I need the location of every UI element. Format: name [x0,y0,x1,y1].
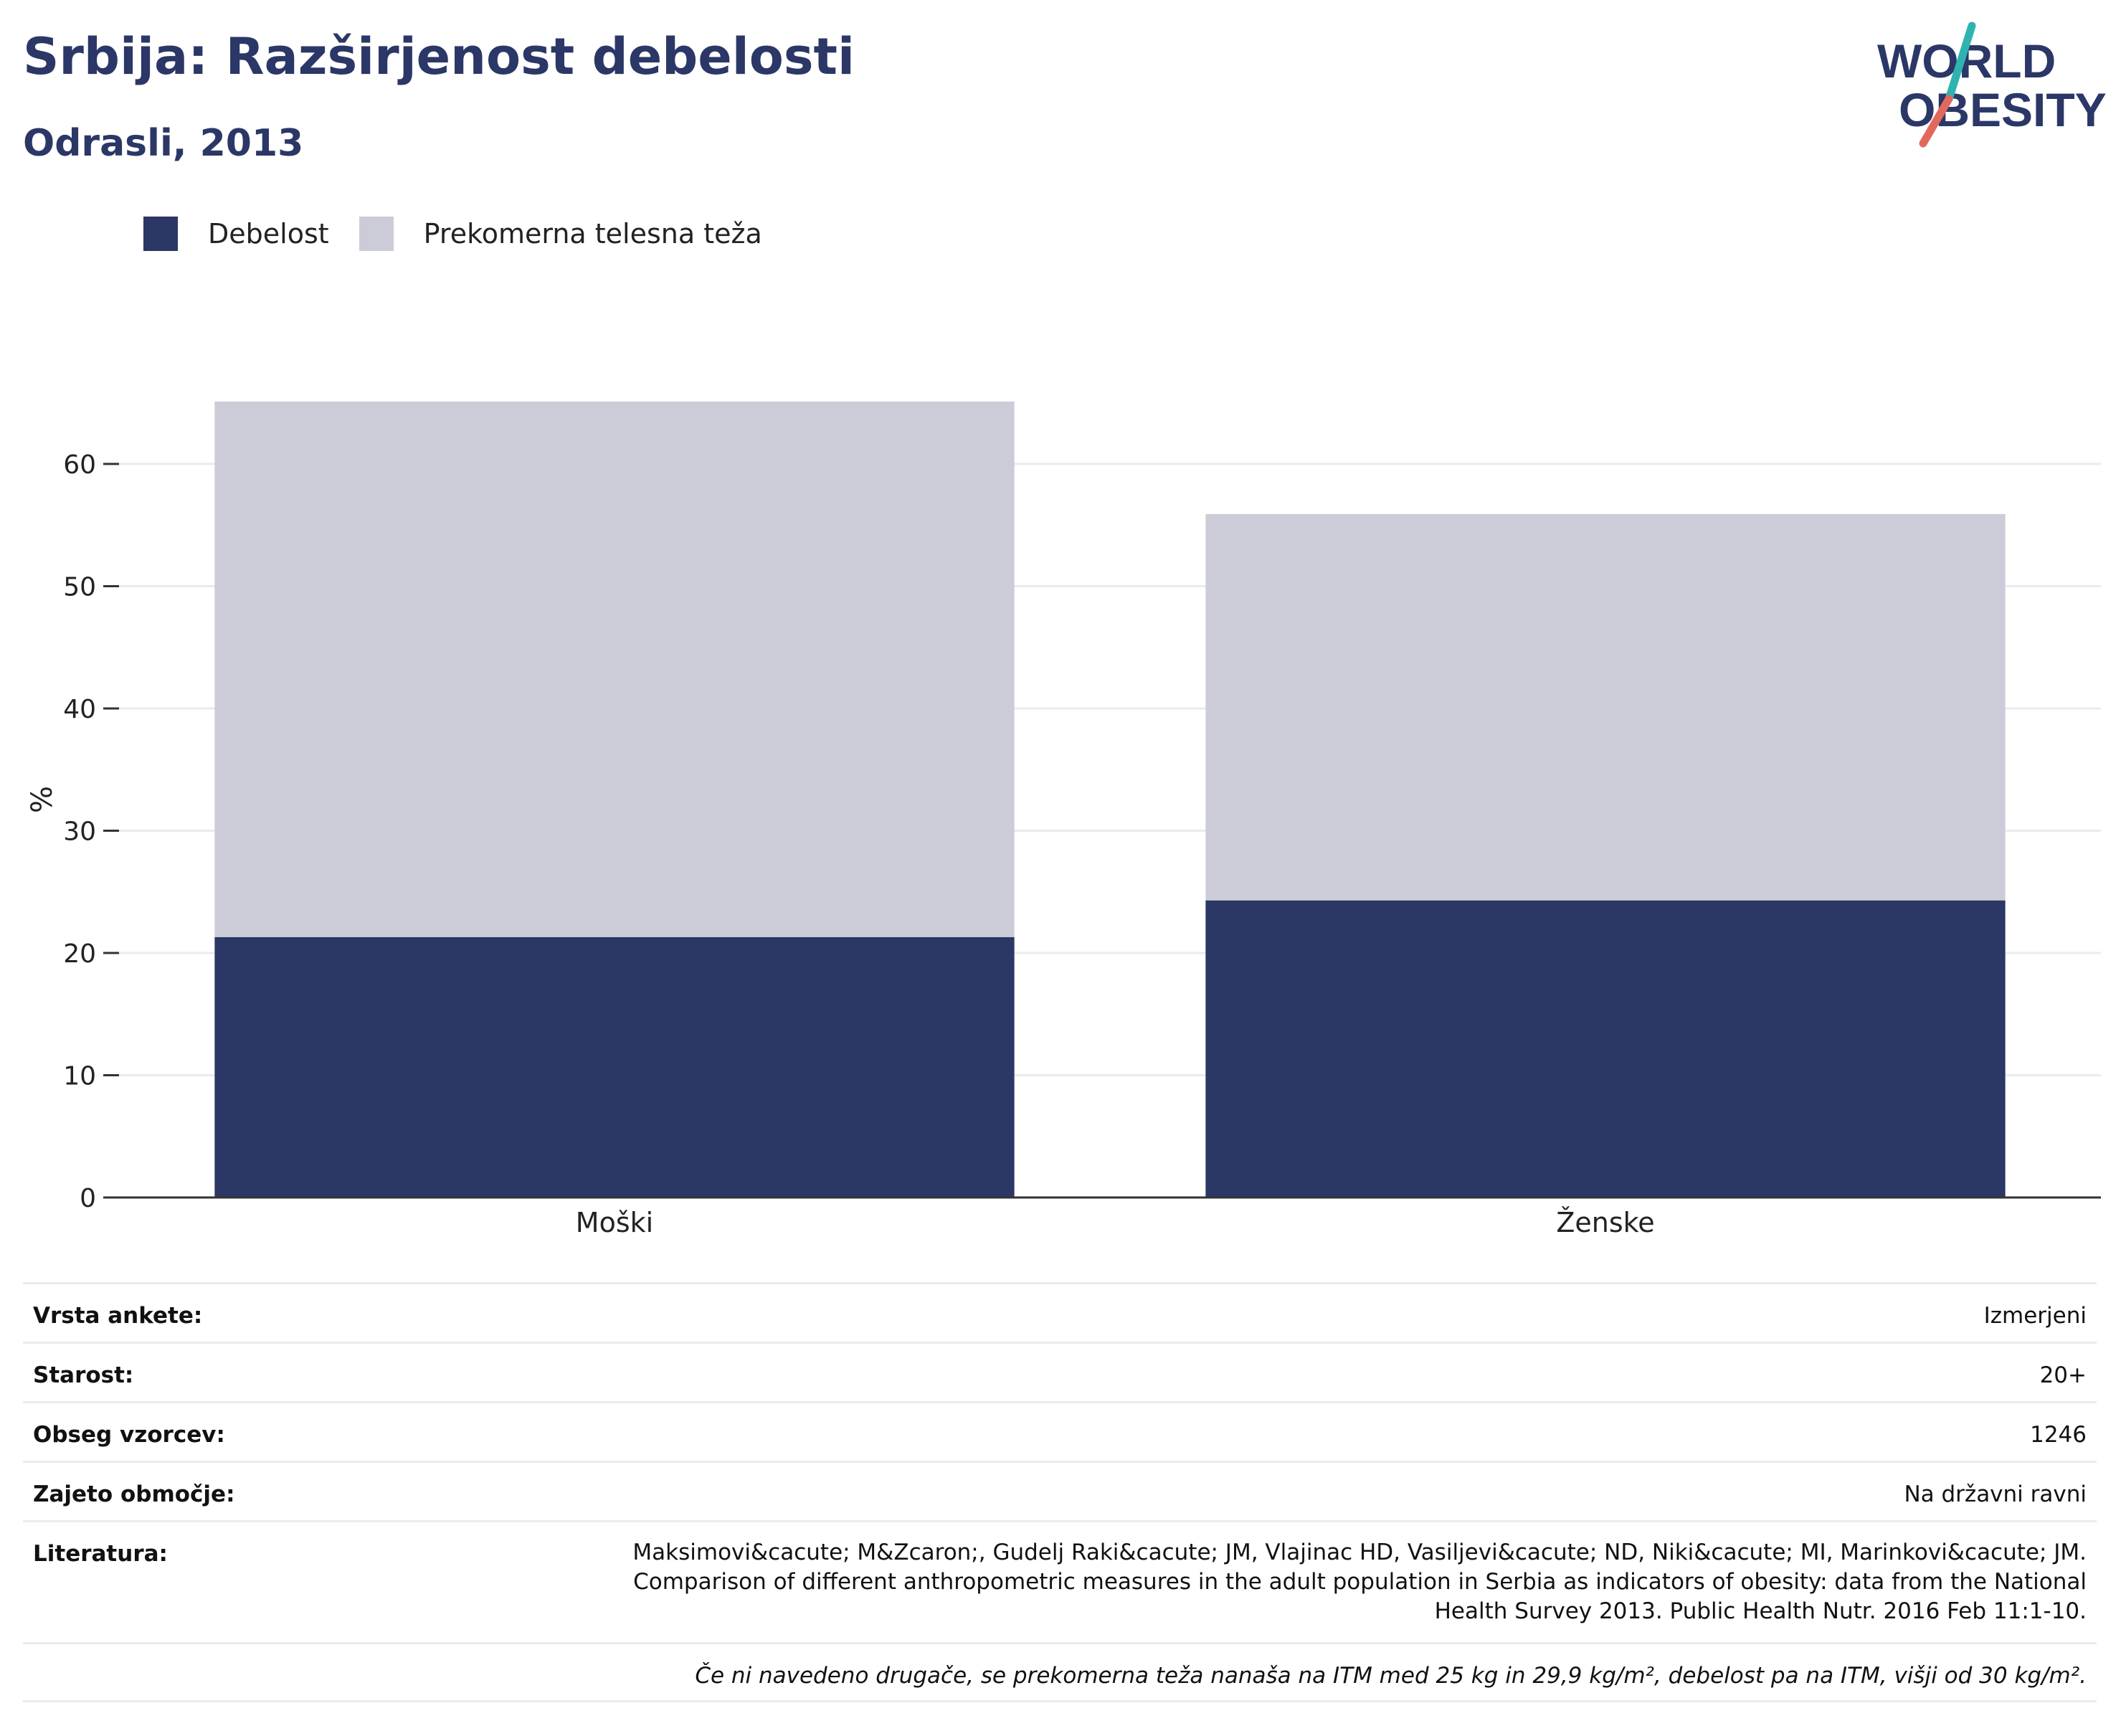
y-tick-label: 0 [80,1184,96,1213]
bmi-definition-note: Če ni navedeno drugače, se prekomerna te… [695,1663,2087,1689]
survey-info-table: Vrsta ankete: Izmerjeni Starost: 20+ Obs… [23,1282,2097,1702]
info-value-area-covered: Na državni ravni [1904,1481,2087,1507]
legend-item-obesity[interactable]: Debelost [143,217,329,251]
legend-label-obesity: Debelost [208,218,329,250]
y-tick-label: 40 [63,695,96,724]
bar-segment-overweight [214,402,1015,937]
info-label-survey-type: Vrsta ankete: [33,1303,203,1329]
world-obesity-logo: WORLD OBESITY [1877,22,2107,148]
info-row-survey-type: Vrsta ankete: Izmerjeni [23,1282,2097,1342]
bar-segment-obesity [1205,900,2006,1197]
logo-slash-coral [1919,95,1953,148]
info-value-reference: Maksimovi&cacute; M&Zcaron;, Gudelj Raki… [632,1540,2087,1624]
info-label-area-covered: Zajeto območje: [33,1481,235,1507]
legend-label-overweight: Prekomerna telesna teža [423,218,762,250]
stacked-bar-chart: 0 10 20 30 40 50 60% Moški Ženske [26,402,2101,1238]
y-tick-label: 20 [63,939,96,969]
x-tick-label: Ženske [1556,1207,1654,1238]
info-row-age: Starost: 20+ [23,1342,2097,1401]
legend-swatch-overweight [359,217,394,251]
info-label-sample-size: Obseg vzorcev: [33,1422,225,1448]
legend-swatch-obesity [143,217,178,251]
info-value-survey-type: Izmerjeni [1983,1303,2087,1329]
bar-segment-overweight [1205,513,2006,901]
x-tick-label: Moški [576,1207,653,1238]
chart-title: Srbija: Razširjenost debelosti [23,27,855,86]
logo-slash-teal [1945,22,1976,103]
y-tick-label: 50 [63,572,96,602]
y-axis-label: % [26,786,59,813]
info-row-area-covered: Zajeto območje: Na državni ravni [23,1461,2097,1520]
chart-subtitle: Odrasli, 2013 [23,122,304,165]
y-tick-label: 30 [63,817,96,846]
chart-legend: Debelost Prekomerna telesna teža [143,214,792,254]
info-label-age: Starost: [33,1362,134,1388]
legend-item-overweight[interactable]: Prekomerna telesna teža [359,217,762,251]
info-label-reference: Literatura: [33,1541,168,1567]
y-tick-label: 10 [63,1061,96,1091]
y-tick-label: 60 [63,450,96,480]
info-value-age: 20+ [2039,1362,2087,1388]
info-row-reference: Literatura: Maksimovi&cacute; M&Zcaron;,… [23,1520,2097,1642]
info-value-sample-size: 1246 [2030,1422,2087,1448]
bar-segment-obesity [214,936,1015,1197]
info-row-sample-size: Obseg vzorcev: 1246 [23,1401,2097,1461]
info-row-bmi-note: Če ni navedeno drugače, se prekomerna te… [23,1642,2097,1702]
